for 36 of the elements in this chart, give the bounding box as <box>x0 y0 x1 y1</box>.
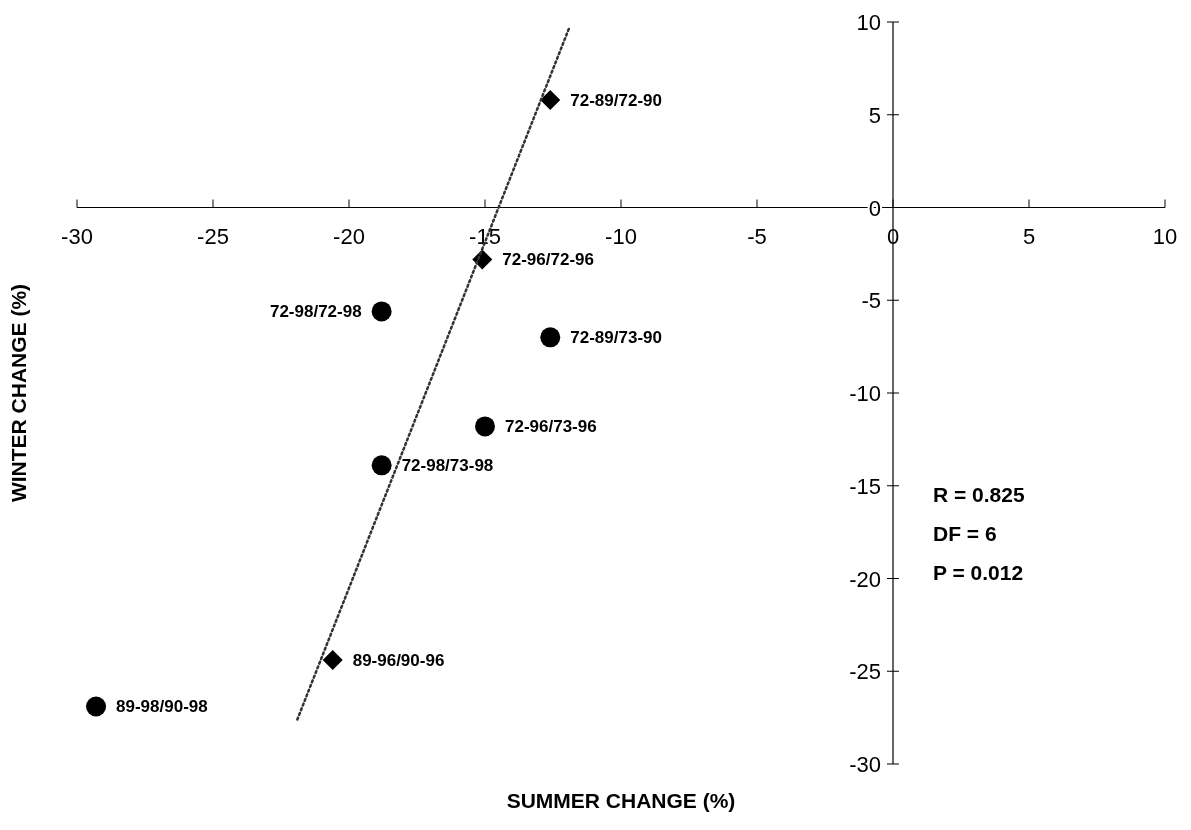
x-axis-title: SUMMER CHANGE (%) <box>506 789 736 812</box>
annotation: 72-96/72-96 <box>502 250 594 270</box>
annotation: R = 0.825 <box>933 482 1025 506</box>
annotation: P = 0.012 <box>933 560 1024 584</box>
y-tick-label: -10 <box>849 381 881 406</box>
annotation: 72-98/73-98 <box>401 456 494 476</box>
point <box>322 650 343 671</box>
x-tick-label: -30 <box>61 223 93 249</box>
annotation: DF = 6 <box>933 521 997 545</box>
annotation: 89-96/90-96 <box>352 651 445 671</box>
y-tick-label: -15 <box>849 473 881 499</box>
annotation: 72-89/73-90 <box>570 328 662 348</box>
y-tick-label: -5 <box>861 288 881 314</box>
x-tick-label: -15 <box>469 223 501 249</box>
y-tick-label: -25 <box>849 659 881 685</box>
x-tick-label: -5 <box>747 223 767 249</box>
x-tick-label: 10 <box>1152 223 1178 249</box>
x-tick-label: -10 <box>605 223 637 249</box>
annotation: 72-98/72-98 <box>269 302 362 322</box>
point <box>371 455 392 476</box>
annotation: 72-96/73-96 <box>505 417 597 437</box>
y-axis-title: WINTER CHANGE (%) <box>7 283 30 503</box>
y-tick-label: 5 <box>868 102 881 128</box>
y-tick-label: 10 <box>856 10 881 35</box>
annotation: 72-89/72-90 <box>570 90 662 110</box>
y-tick-label: -20 <box>849 566 881 592</box>
point <box>371 301 392 322</box>
point <box>540 327 561 348</box>
point <box>86 696 107 717</box>
x-tick-label: -20 <box>333 223 365 249</box>
annotation: 89-98/90-98 <box>116 697 208 717</box>
point <box>540 89 561 110</box>
x-tick-label: -25 <box>197 223 229 249</box>
point <box>475 416 495 437</box>
x-tick-label: 5 <box>1022 223 1036 249</box>
y-tick-label: -30 <box>849 752 881 777</box>
